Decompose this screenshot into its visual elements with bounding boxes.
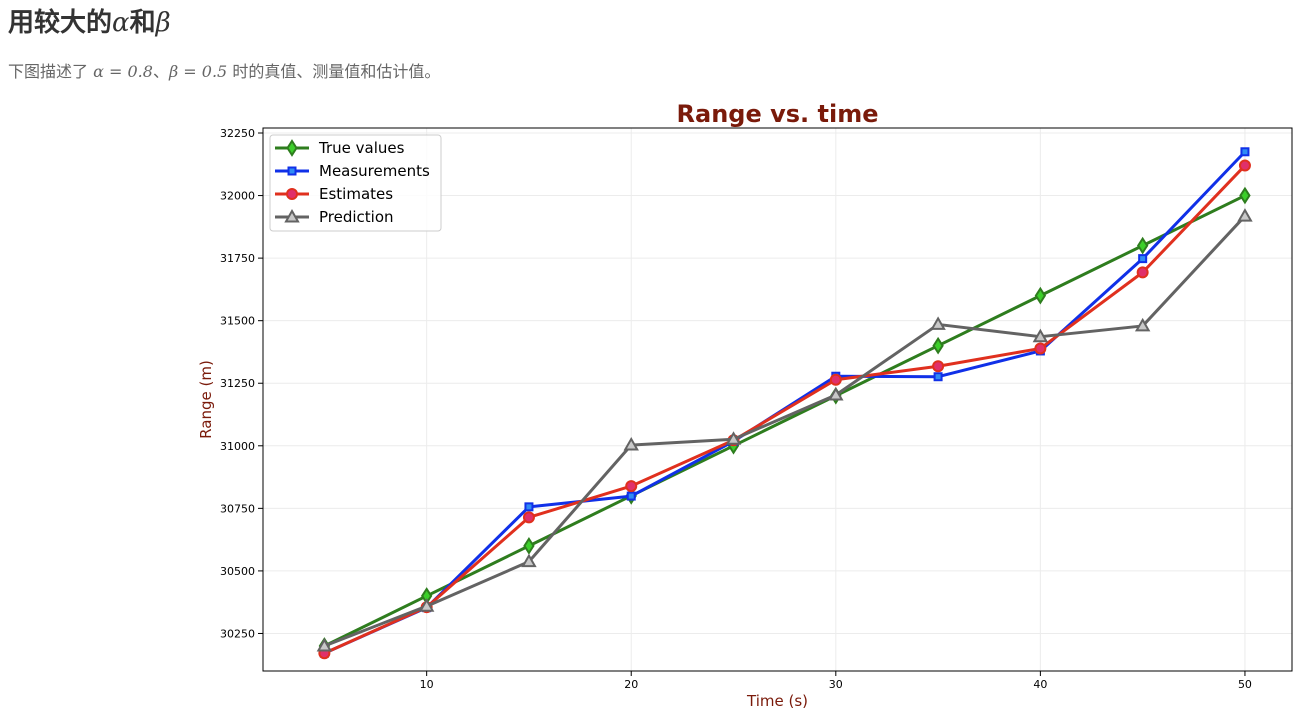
x-tick-label: 40 [1033,678,1047,691]
desc-separator: 、 [152,62,169,81]
series-line-prediction [323,215,1247,648]
legend-label-measurements: Measurements [319,162,430,180]
point-measurements [1138,254,1148,264]
y-axis-label: Range (m) [197,360,215,439]
point-estimates [829,373,842,386]
point-estimates [1136,266,1149,279]
page-title: 用较大的α和β [8,2,171,39]
point-prediction [1032,328,1049,343]
desc-suffix: 时的真值、测量值和估计值。 [232,62,441,81]
y-tick-label: 31000 [220,440,255,453]
point-prediction [418,598,435,612]
y-tick-label: 31500 [220,315,255,328]
chart-title: Range vs. time [677,100,879,128]
legend-marker-estimates [286,188,298,200]
desc-beta: β = 0.5 [168,62,228,81]
page-title-alpha: α [112,8,130,38]
x-axis-label: Time (s) [746,692,808,710]
point-true-values [1136,236,1149,255]
y-tick-label: 31750 [220,252,255,265]
x-tick-label: 20 [624,678,638,691]
point-measurements [524,502,534,512]
plot-frame [262,127,1293,672]
page-title-beta: β [155,8,171,38]
y-tick-label: 30500 [220,565,255,578]
y-tick-label: 32000 [220,190,255,203]
y-tick-label: 31250 [220,377,255,390]
point-prediction [521,553,537,568]
point-measurements [1240,147,1250,157]
legend-marker-prediction [284,208,300,223]
x-tick-label: 50 [1238,678,1252,691]
point-true-values [1034,286,1047,305]
point-prediction [930,316,946,330]
page-title-prefix: 用较大的 [8,8,113,38]
page-description: 下图描述了 α = 0.8、β = 0.5 时的真值、测量值和估计值。 [8,58,440,82]
point-prediction [725,431,742,445]
point-prediction [828,386,844,401]
legend-label-prediction: Prediction [319,208,394,226]
point-measurements [933,372,943,382]
desc-prefix: 下图描述了 [8,62,89,81]
point-true-values [523,537,535,555]
series-line-true-values [323,194,1246,648]
legend-marker-measurements [287,166,297,176]
legend-box [269,134,442,232]
desc-alpha: α = 0.8 [93,62,153,81]
point-true-values [932,336,944,355]
point-prediction [316,637,333,652]
point-prediction [1237,208,1253,222]
legend-label-true-values: True values [318,139,405,157]
y-tick-label: 30750 [220,502,255,515]
legend-marker-true-values [286,139,298,157]
point-estimates [1034,342,1047,355]
point-prediction [623,437,639,451]
x-tick-label: 30 [829,678,843,691]
y-tick-label: 32250 [220,127,255,140]
point-true-values [1239,186,1251,205]
point-measurements [626,491,636,501]
point-estimates [522,511,535,524]
point-prediction [1134,317,1151,332]
page-title-mid: 和 [129,8,156,38]
point-estimates [1238,159,1251,172]
legend-label-estimates: Estimates [319,185,393,203]
point-estimates [932,360,945,373]
x-tick-label: 10 [420,678,434,691]
series-line-estimates [323,164,1247,655]
y-tick-label: 30250 [220,627,255,640]
point-estimates [625,480,638,493]
